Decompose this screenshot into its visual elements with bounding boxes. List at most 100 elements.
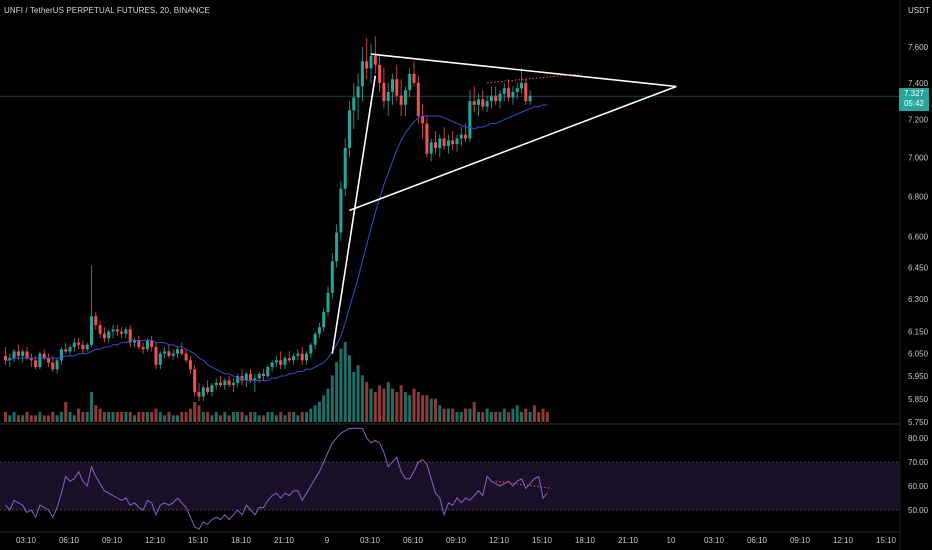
candle-body — [520, 82, 523, 89]
volume-bar — [51, 412, 55, 422]
candle-body — [180, 349, 184, 354]
time-tick-label: 09:10 — [446, 536, 467, 545]
candle-body — [227, 380, 231, 386]
candle-body — [451, 140, 455, 145]
triangle-lower-line — [349, 85, 677, 212]
candle-body — [468, 101, 472, 139]
candle-body — [283, 358, 287, 365]
ma-line — [5, 104, 548, 382]
candle-body — [511, 91, 515, 98]
candle-body — [68, 346, 72, 352]
candle-body — [485, 101, 489, 107]
volume-bar — [68, 412, 72, 422]
moving-average — [5, 104, 548, 382]
axes: 7.600 7.400 7.200 7.000 6.800 6.600 6.450 6.300… — [16, 43, 929, 545]
time-tick-label: 03:10 — [16, 536, 37, 545]
candle-body — [184, 353, 188, 361]
candle-body — [438, 138, 442, 148]
volume-bar — [128, 412, 132, 422]
volume-bar — [511, 408, 515, 422]
candle-body — [356, 86, 360, 98]
candle-body — [481, 99, 485, 107]
volume-bar — [47, 415, 50, 422]
candle-body — [477, 99, 480, 105]
candle-body — [72, 342, 76, 347]
candle-body — [317, 327, 321, 334]
drawings[interactable] — [331, 53, 677, 489]
rsi-line — [5, 427, 548, 530]
candle-body — [64, 349, 68, 352]
volume-bar — [266, 412, 270, 422]
volume-bar — [107, 412, 111, 422]
candle-body — [489, 95, 493, 102]
volume-bar — [485, 408, 489, 422]
volume-bar — [382, 388, 386, 422]
candle-body — [55, 360, 59, 370]
candle-body — [305, 353, 308, 361]
volume-bar — [249, 412, 253, 422]
time-tick-label: 12:10 — [145, 536, 166, 545]
volume-bar — [403, 392, 407, 422]
candle-body — [120, 331, 124, 334]
price-tick-label: 6.050 — [908, 350, 929, 359]
time-tick-label: 21:10 — [618, 536, 639, 545]
volume-bar — [274, 415, 278, 422]
time-tick-label: 12:10 — [833, 536, 854, 545]
rsi-tick-label: 60.00 — [908, 482, 929, 491]
candle-body — [442, 138, 446, 147]
time-tick-label: 15:10 — [876, 536, 897, 545]
candle-body — [378, 64, 382, 83]
candle-body — [412, 73, 416, 83]
candle-body — [94, 316, 98, 326]
candle-body — [210, 385, 214, 392]
candle-body — [249, 373, 253, 381]
volume-bar — [244, 415, 248, 422]
candle-body — [507, 88, 511, 98]
candle-body — [455, 138, 459, 145]
volume-bar — [231, 412, 235, 422]
candle-body — [391, 79, 394, 92]
price-tick-label: 6.800 — [908, 193, 929, 202]
time-tick-label: 21:10 — [274, 536, 295, 545]
candle-body — [296, 353, 300, 356]
volume-bar — [77, 408, 81, 422]
candle-body — [115, 329, 119, 332]
chart-title: UNFI / TetherUS PERPETUAL FUTURES, 20, B… — [4, 6, 210, 15]
volume-bar — [145, 412, 149, 422]
volume-bar — [214, 412, 218, 422]
candle-body — [421, 115, 425, 124]
volume-bar — [369, 388, 373, 422]
volume-bar — [158, 412, 162, 422]
volume-bar — [464, 408, 468, 422]
candle-body — [77, 342, 81, 345]
candle-body — [38, 353, 42, 368]
volume-bar — [270, 412, 274, 422]
flagpole-line — [331, 75, 377, 354]
candle-body — [59, 349, 63, 361]
candle-body — [128, 329, 132, 343]
rsi-tick-label: 70.00 — [908, 458, 929, 467]
volume-bar — [395, 392, 399, 422]
volume-bar — [90, 392, 93, 422]
volume-bar — [236, 412, 240, 422]
candle-body — [197, 391, 201, 397]
volume-bar — [481, 412, 485, 422]
candle-body — [21, 351, 25, 356]
volume-bar — [292, 412, 296, 422]
volume-bar — [489, 412, 493, 422]
candle-body — [231, 382, 235, 386]
candle-body — [141, 346, 145, 350]
candle-body — [386, 91, 390, 102]
candle-body — [188, 360, 192, 370]
price-tick-label: 6.450 — [908, 264, 929, 273]
candle-body — [274, 360, 278, 363]
candle-body — [51, 362, 55, 370]
candle-body — [201, 387, 205, 397]
candle-body — [360, 61, 364, 87]
candle-body — [81, 344, 85, 350]
candle-body — [279, 360, 283, 365]
volume-bar — [339, 348, 343, 422]
candle-body — [498, 93, 502, 102]
candle-body — [528, 95, 532, 102]
